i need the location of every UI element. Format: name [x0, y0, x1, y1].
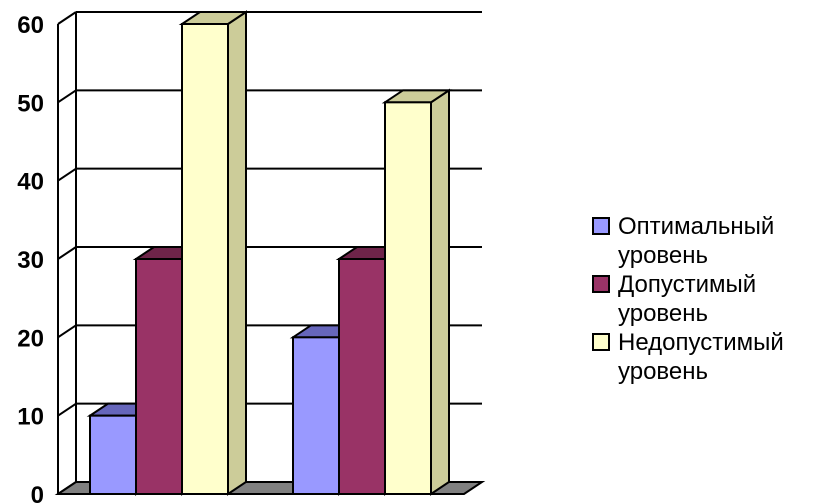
bar-front [292, 336, 340, 496]
legend: Оптимальный уровень Допустимый уровень Н… [592, 212, 828, 386]
y-tick-label: 0 [31, 482, 44, 504]
bar [178, 10, 250, 496]
y-tick-label: 40 [17, 169, 44, 196]
bars [86, 10, 453, 496]
legend-label-acceptable: Допустимый уровень [618, 271, 757, 327]
y-tick-label: 50 [17, 90, 44, 117]
bar-side [227, 10, 247, 496]
legend-swatch-acceptable [592, 275, 610, 293]
legend-swatch-optimal [592, 217, 610, 235]
bar-front [89, 414, 137, 495]
gridline-wall-tick [57, 324, 77, 339]
gridline-wall-tick [57, 246, 77, 260]
legend-item-acceptable: Допустимый уровень [592, 270, 828, 328]
y-tick-label: 20 [17, 325, 44, 352]
legend-item-unacceptable: Недопустимый уровень [592, 328, 828, 386]
legend-label-optimal: Оптимальный уровень [618, 213, 775, 269]
bar-front [135, 258, 183, 495]
bar-front [181, 23, 229, 495]
gridline-wall-tick [57, 167, 77, 182]
y-tick-label: 30 [17, 247, 44, 274]
bar-front [338, 258, 386, 495]
gridline-wall-tick [57, 402, 77, 417]
gridline-wall-tick [57, 89, 77, 104]
legend-label-unacceptable: Недопустимый уровень [618, 329, 784, 385]
gridline-wall-tick [57, 11, 77, 25]
bar-side [430, 88, 450, 496]
legend-item-optimal: Оптимальный уровень [592, 212, 828, 270]
y-tick-label: 60 [17, 12, 44, 39]
bar-front [384, 101, 432, 495]
y-tick-label: 10 [17, 404, 44, 431]
bar [381, 88, 453, 496]
y-tick-labels: 0 10 20 30 40 50 60 [17, 12, 44, 504]
legend-swatch-unacceptable [592, 333, 610, 351]
